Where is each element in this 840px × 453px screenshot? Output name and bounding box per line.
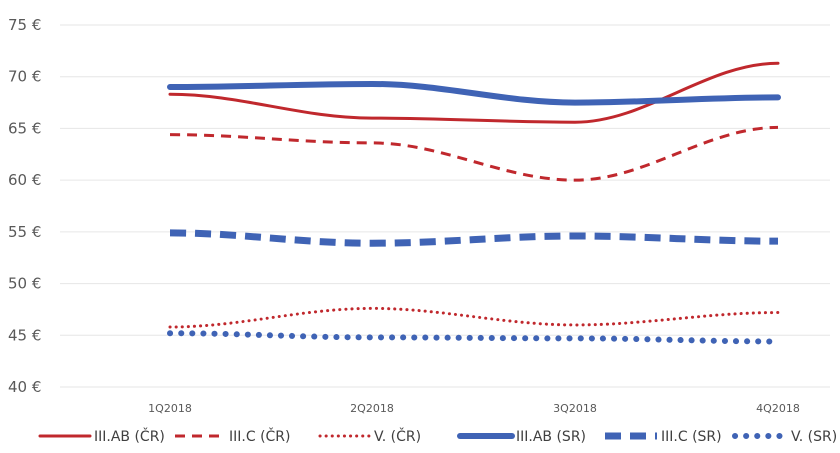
legend-label: V. (ČR) <box>374 427 421 445</box>
legend-label: III.AB (ČR) <box>94 427 165 445</box>
series-line-2 <box>169 125 779 182</box>
y-tick-label: 55 € <box>8 223 41 241</box>
y-tick-label: 70 € <box>8 68 41 86</box>
legend-label: III.C (SR) <box>661 429 722 445</box>
legend-label: III.AB (SR) <box>516 429 586 445</box>
y-tick-label: 40 € <box>8 378 41 396</box>
y-tick-label: 45 € <box>8 326 41 344</box>
series-line-5 <box>169 229 779 247</box>
legend-label: V. (SR) <box>791 429 837 445</box>
y-tick-label: 75 € <box>8 16 41 34</box>
legend-label: III.C (ČR) <box>229 427 291 445</box>
series-line-1 <box>168 61 780 124</box>
series-line-3 <box>168 306 780 329</box>
x-tick-label: 2Q2018 <box>350 402 394 415</box>
x-tick-label: 4Q2018 <box>756 402 800 415</box>
y-axis-tick-labels: 40 € 45 € 50 € 55 € 60 € 65 € 70 € 75 € <box>8 16 41 396</box>
y-tick-label: 60 € <box>8 171 41 189</box>
y-tick-label: 65 € <box>8 119 41 137</box>
series-line-4 <box>167 80 781 106</box>
x-tick-label: 1Q2018 <box>148 402 192 415</box>
gridlines <box>60 24 830 388</box>
series-line-6 <box>167 330 781 345</box>
legend: III.AB (ČR) III.C (ČR) V. (ČR) III.AB (SR) I… <box>38 427 837 445</box>
series-lines <box>167 61 781 345</box>
x-tick-label: 3Q2018 <box>553 402 597 415</box>
x-axis-tick-labels: 1Q2018 2Q2018 3Q2018 4Q2018 <box>148 402 800 415</box>
y-tick-label: 50 € <box>8 275 41 293</box>
